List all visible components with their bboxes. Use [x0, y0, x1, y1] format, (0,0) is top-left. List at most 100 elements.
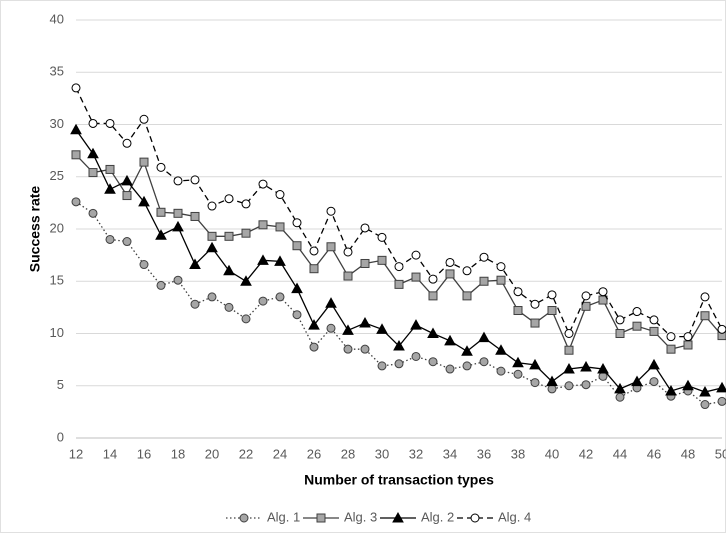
data-point	[445, 364, 455, 374]
data-point	[224, 302, 234, 312]
data-point	[207, 292, 217, 302]
x-tick-label: 48	[681, 446, 695, 461]
data-point	[241, 199, 251, 209]
x-tick-label: 32	[409, 446, 423, 461]
data-point	[649, 326, 659, 336]
data-point	[682, 379, 694, 391]
data-point	[139, 260, 149, 270]
x-tick-label: 42	[579, 446, 593, 461]
data-point	[666, 344, 676, 354]
x-tick-label: 38	[511, 446, 525, 461]
x-tick-label: 44	[613, 446, 627, 461]
x-tick-label: 16	[137, 446, 151, 461]
data-point	[342, 324, 354, 335]
y-tick-label: 25	[50, 168, 64, 183]
data-point	[206, 241, 218, 253]
legend-label: Alg. 4	[498, 509, 531, 524]
data-point	[495, 344, 507, 355]
legend-swatch-marker	[392, 511, 404, 523]
data-point	[615, 329, 625, 338]
data-point	[700, 292, 710, 302]
data-point	[156, 162, 166, 172]
data-point	[546, 375, 558, 387]
data-point	[258, 220, 268, 230]
data-point	[343, 247, 353, 257]
legend-label: Alg. 3	[344, 509, 377, 524]
data-point	[359, 317, 371, 328]
data-point	[257, 254, 269, 265]
data-point	[122, 138, 132, 148]
data-point	[309, 342, 319, 352]
data-point	[156, 207, 166, 217]
y-tick-label: 30	[50, 116, 64, 131]
data-point	[479, 252, 489, 262]
data-point	[632, 307, 642, 317]
data-point	[513, 306, 523, 316]
data-point	[360, 344, 370, 354]
data-point	[343, 344, 353, 354]
x-tick-label: 18	[171, 446, 185, 461]
data-point	[614, 382, 626, 394]
data-point	[717, 324, 726, 334]
data-point	[71, 150, 81, 160]
x-tick-label: 20	[205, 446, 219, 461]
y-axis-title: Success rate	[27, 186, 43, 273]
x-tick-label: 22	[239, 446, 253, 461]
data-point	[70, 123, 82, 135]
data-point	[700, 311, 710, 321]
data-point	[393, 340, 405, 351]
data-point	[445, 269, 455, 279]
y-tick-label: 0	[57, 429, 64, 444]
data-point	[496, 275, 506, 285]
data-point	[699, 385, 711, 397]
legend-swatch-marker	[316, 513, 326, 523]
data-point	[275, 222, 285, 232]
data-point	[411, 250, 421, 260]
data-point	[377, 255, 387, 265]
data-point	[394, 279, 404, 289]
data-point	[445, 257, 455, 267]
legend-swatch-marker	[470, 513, 480, 523]
y-tick-label: 10	[50, 325, 64, 340]
data-point	[190, 211, 200, 221]
data-point	[377, 361, 387, 371]
data-point	[563, 363, 575, 374]
data-point	[444, 334, 456, 346]
data-point	[292, 241, 302, 251]
data-point	[683, 340, 693, 350]
data-point	[462, 361, 472, 371]
data-point	[615, 315, 625, 325]
legend-label: Alg. 2	[421, 509, 454, 524]
x-tick-label: 28	[341, 446, 355, 461]
data-point	[394, 262, 404, 272]
data-point	[240, 275, 252, 286]
data-point	[462, 291, 472, 301]
data-point	[479, 357, 489, 367]
data-point	[138, 195, 150, 207]
data-point	[496, 366, 506, 376]
data-point	[172, 220, 184, 232]
data-point	[666, 332, 676, 342]
data-point	[326, 242, 336, 252]
data-point	[173, 208, 183, 218]
data-point	[462, 266, 472, 276]
data-point	[343, 271, 353, 281]
data-point	[139, 114, 149, 124]
data-point	[88, 208, 98, 218]
data-point	[615, 392, 625, 402]
data-point	[598, 371, 608, 381]
data-point	[173, 275, 183, 285]
legend-label: Alg. 1	[267, 509, 300, 524]
data-point	[564, 329, 574, 338]
data-point	[258, 179, 268, 189]
data-point	[427, 327, 439, 338]
x-tick-label: 24	[273, 446, 287, 461]
data-point	[547, 306, 557, 316]
data-point	[275, 292, 285, 302]
data-point	[529, 358, 541, 370]
data-point	[683, 332, 693, 342]
data-point	[360, 223, 370, 233]
data-point	[530, 299, 540, 309]
data-point	[326, 323, 336, 333]
